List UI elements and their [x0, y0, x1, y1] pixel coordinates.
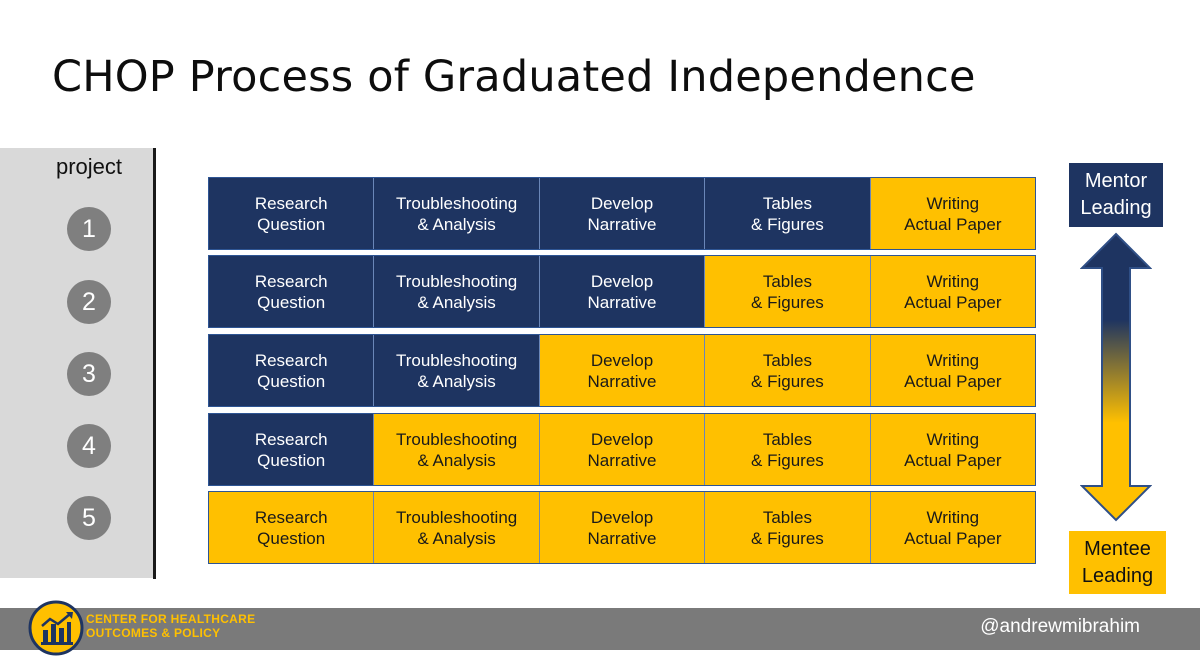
- project-number-2: 2: [67, 280, 111, 324]
- project-number-5: 5: [67, 496, 111, 540]
- task-cell: Tables & Figures: [705, 256, 871, 327]
- task-cell: Research Question: [209, 414, 375, 485]
- task-cell: Writing Actual Paper: [870, 178, 1036, 249]
- grid-row-2: Research Question Troubleshooting & Analy…: [208, 255, 1036, 328]
- task-cell: Troubleshooting & Analysis: [374, 178, 540, 249]
- grid-row-4: Research Question Troubleshooting & Analy…: [208, 413, 1036, 486]
- task-cell: Research Question: [209, 256, 375, 327]
- project-number-1: 1: [67, 207, 111, 251]
- grid-row-5: Research Question Troubleshooting & Analy…: [208, 491, 1036, 564]
- page-title: CHOP Process of Graduated Independence: [52, 52, 976, 102]
- grid-row-1: Research Question Troubleshooting & Analy…: [208, 177, 1036, 250]
- double-arrow-icon: [1080, 232, 1152, 522]
- task-cell: Research Question: [209, 335, 375, 406]
- task-cell: Develop Narrative: [539, 335, 706, 406]
- task-cell: Tables & Figures: [705, 492, 871, 563]
- sidebar-divider: [153, 148, 156, 579]
- author-handle: @andrewmibrahim: [980, 616, 1140, 637]
- task-cell: Tables & Figures: [705, 178, 871, 249]
- task-cell: Develop Narrative: [539, 492, 706, 563]
- task-cell: Develop Narrative: [539, 414, 706, 485]
- footer-bar: [0, 608, 1200, 650]
- task-cell: Tables & Figures: [705, 414, 871, 485]
- project-label: project: [55, 154, 123, 179]
- task-cell: Research Question: [209, 492, 375, 563]
- task-cell: Writing Actual Paper: [870, 335, 1036, 406]
- task-cell: Troubleshooting & Analysis: [374, 414, 540, 485]
- task-cell: Troubleshooting & Analysis: [374, 256, 540, 327]
- project-number-3: 3: [67, 352, 111, 396]
- org-name: CENTER FOR HEALTHCARE OUTCOMES & POLICY: [86, 612, 256, 640]
- mentor-leading-label: Mentor Leading: [1069, 163, 1163, 227]
- task-cell: Develop Narrative: [539, 178, 706, 249]
- task-cell: Writing Actual Paper: [870, 256, 1036, 327]
- task-cell: Troubleshooting & Analysis: [374, 492, 540, 563]
- task-cell: Research Question: [209, 178, 375, 249]
- task-cell: Troubleshooting & Analysis: [374, 335, 540, 406]
- project-number-4: 4: [67, 424, 111, 468]
- task-cell: Writing Actual Paper: [870, 414, 1036, 485]
- task-cell: Tables & Figures: [705, 335, 871, 406]
- task-cell: Develop Narrative: [539, 256, 706, 327]
- grid-row-3: Research Question Troubleshooting & Analy…: [208, 334, 1036, 407]
- bar-chart-building-logo-icon: [28, 600, 84, 656]
- task-cell: Writing Actual Paper: [870, 492, 1036, 563]
- mentee-leading-label: Mentee Leading: [1069, 531, 1166, 594]
